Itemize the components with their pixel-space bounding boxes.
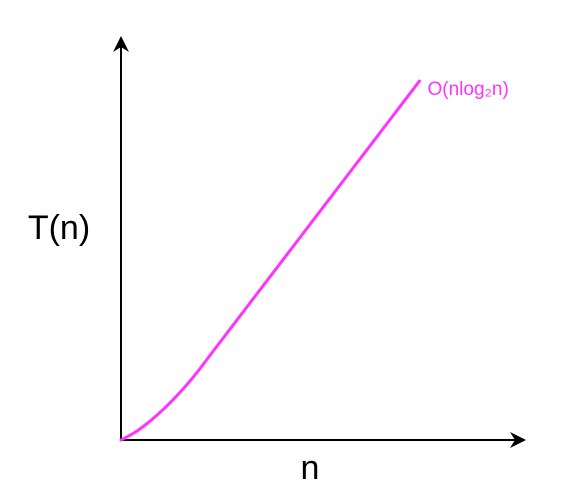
series-label-0: O(nlog₂n): [428, 79, 509, 100]
y-axis-label: T(n): [28, 209, 90, 247]
series-line-0: [119, 79, 421, 442]
x-axis-label: n: [301, 449, 320, 487]
series-layer: O(nlog₂n): [119, 79, 509, 442]
